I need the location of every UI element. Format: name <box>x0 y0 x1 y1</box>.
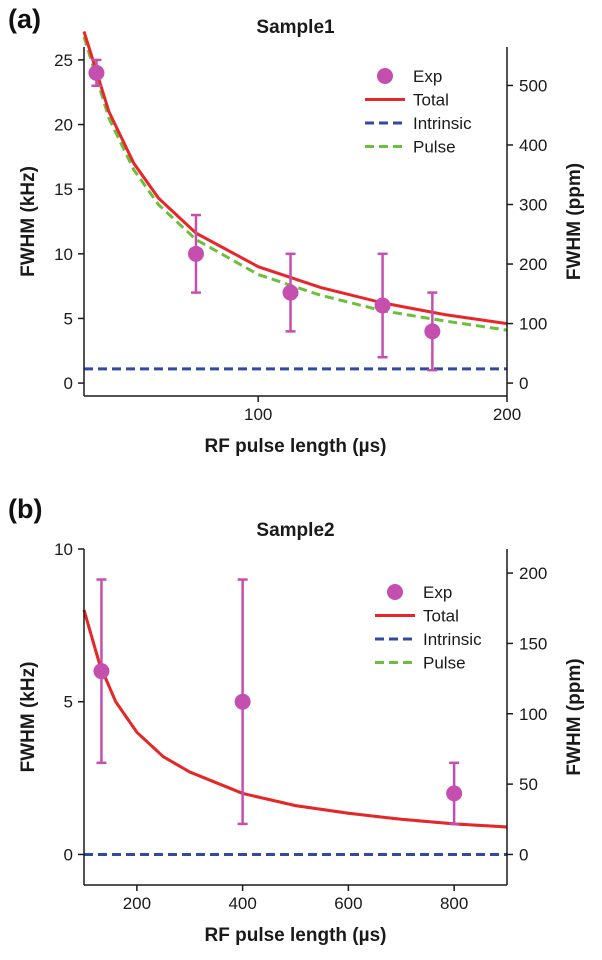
y2-tick-label: 50 <box>519 775 538 794</box>
exp-point <box>282 284 299 301</box>
legend-exp-symbol <box>377 68 393 84</box>
y2-tick-label: 150 <box>519 634 547 653</box>
exp-point <box>374 297 391 314</box>
chart-a-svg: Sample1 0 5 10 15 20 25 0 100 200 300 400 500 100 200 R… <box>18 17 585 457</box>
y-tick-label: 0 <box>64 374 73 393</box>
legend-total-label: Total <box>423 607 459 626</box>
legend-total-label: Total <box>413 91 449 110</box>
legend: Exp Total Intrinsic Pulse <box>365 67 472 157</box>
y-axis-label: FWHM (kHz) <box>18 662 39 773</box>
y-tick-label: 25 <box>54 51 73 70</box>
y2-tick-label: 200 <box>519 564 547 583</box>
legend-intrinsic-label: Intrinsic <box>423 630 482 649</box>
x-axis-label: RF pulse length (µs) <box>205 925 387 946</box>
y2-tick-label: 100 <box>519 705 547 724</box>
x-tick-label: 800 <box>440 894 468 913</box>
y-tick-label: 10 <box>54 540 73 559</box>
y2-tick-label: 100 <box>519 315 547 334</box>
legend-exp-label: Exp <box>423 583 452 602</box>
exp-point-group <box>88 58 105 88</box>
exp-point-group <box>424 291 441 372</box>
panel-letter-a: (a) <box>8 4 41 34</box>
y2-tick-label: 400 <box>519 136 547 155</box>
chart-title: Sample2 <box>256 520 334 541</box>
x-tick-label: 400 <box>228 894 256 913</box>
y2-tick-label: 300 <box>519 196 547 215</box>
y-tick-label: 10 <box>54 245 73 264</box>
y2-axis-label: FWHM (ppm) <box>564 163 585 280</box>
x-tick-label: 100 <box>244 405 272 424</box>
exp-point-group <box>93 578 110 765</box>
y-axis-label: FWHM (kHz) <box>18 166 39 277</box>
chart-panel-b: (b) Sample2 0 5 10 0 50 100 150 200 200 400 600 800 R… <box>0 480 602 960</box>
legend-exp-symbol <box>387 584 403 600</box>
x-tick-label: 200 <box>123 894 151 913</box>
legend-exp-label: Exp <box>413 67 442 86</box>
legend-pulse-label: Pulse <box>413 138 456 157</box>
x-axis-label: RF pulse length (µs) <box>205 436 387 457</box>
y2-axis-label: FWHM (ppm) <box>564 658 585 775</box>
y2-tick-label: 200 <box>519 255 547 274</box>
y-tick-label: 5 <box>64 309 73 328</box>
exp-point <box>93 663 110 680</box>
exp-point <box>187 245 204 262</box>
x-tick-label: 600 <box>334 894 362 913</box>
y2-tick-label: 500 <box>519 76 547 95</box>
x-tick-label: 200 <box>493 405 521 424</box>
exp-point <box>446 785 463 802</box>
legend: Exp Total Intrinsic Pulse <box>375 583 482 673</box>
exp-point <box>234 693 251 710</box>
y-tick-label: 20 <box>54 116 73 135</box>
exp-point-group <box>234 578 251 826</box>
exp-point <box>88 64 105 81</box>
series-total-line <box>82 31 508 326</box>
exp-point-group <box>446 761 463 826</box>
exp-point-group <box>187 213 204 294</box>
y-tick-label: 0 <box>64 845 73 864</box>
series-pulse-line <box>82 36 508 332</box>
legend-pulse-label: Pulse <box>423 654 466 673</box>
exp-point-group <box>374 252 391 359</box>
legend-intrinsic-label: Intrinsic <box>413 114 472 133</box>
y2-tick-label: 0 <box>519 374 528 393</box>
y-tick-label: 15 <box>54 180 73 199</box>
y2-tick-label: 0 <box>519 845 528 864</box>
chart-panel-a: (a) Sample1 0 5 10 15 20 25 0 100 200 300 400 500 100… <box>8 4 585 457</box>
exp-point <box>424 323 441 340</box>
exp-point-group <box>282 252 299 333</box>
series-total-line <box>82 609 508 829</box>
panel-letter-b: (b) <box>8 494 43 524</box>
y-tick-label: 5 <box>64 693 73 712</box>
chart-title: Sample1 <box>256 17 335 38</box>
